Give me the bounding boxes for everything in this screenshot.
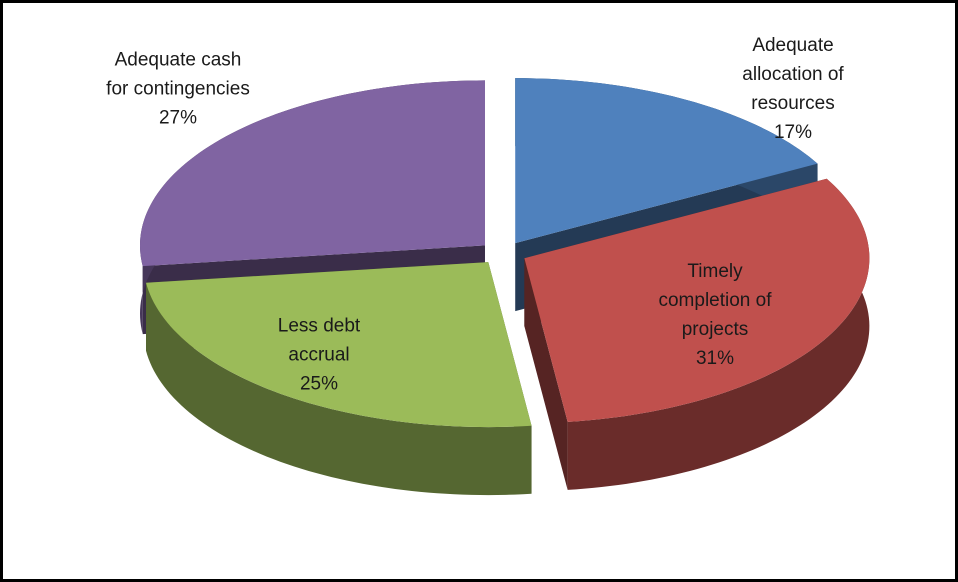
slice-top: [524, 178, 870, 422]
slice-category: Adequate cash for contingencies: [106, 49, 250, 100]
slice-value-label: 17%: [773, 122, 813, 143]
slice: [146, 262, 532, 496]
slice-cut-face: [524, 258, 568, 490]
slice-top: [515, 78, 818, 244]
slice-value-label: 27%: [158, 107, 198, 129]
pie-plot: [139, 78, 870, 496]
slice-category: Timely completion of projects: [658, 261, 772, 340]
slice-label: Adequate cash for contingencies 27%: [106, 46, 251, 133]
slice-side: [567, 178, 870, 490]
slice-top: [139, 80, 485, 267]
slice-value-label: 31%: [695, 348, 735, 369]
slice-category: Adequate allocation of resources: [742, 35, 844, 114]
slice-value-label: 25%: [299, 373, 339, 395]
slice-top: [146, 262, 532, 428]
slice: [524, 178, 870, 490]
slice-category: Less debt accrual: [277, 315, 361, 366]
slice-side: [146, 282, 532, 496]
slice-label: Timely completion of projects 31%: [650, 257, 780, 373]
slice-label: Less debt accrual 25%: [264, 312, 374, 399]
slice-label: Adequate allocation of resources 17%: [731, 31, 856, 147]
